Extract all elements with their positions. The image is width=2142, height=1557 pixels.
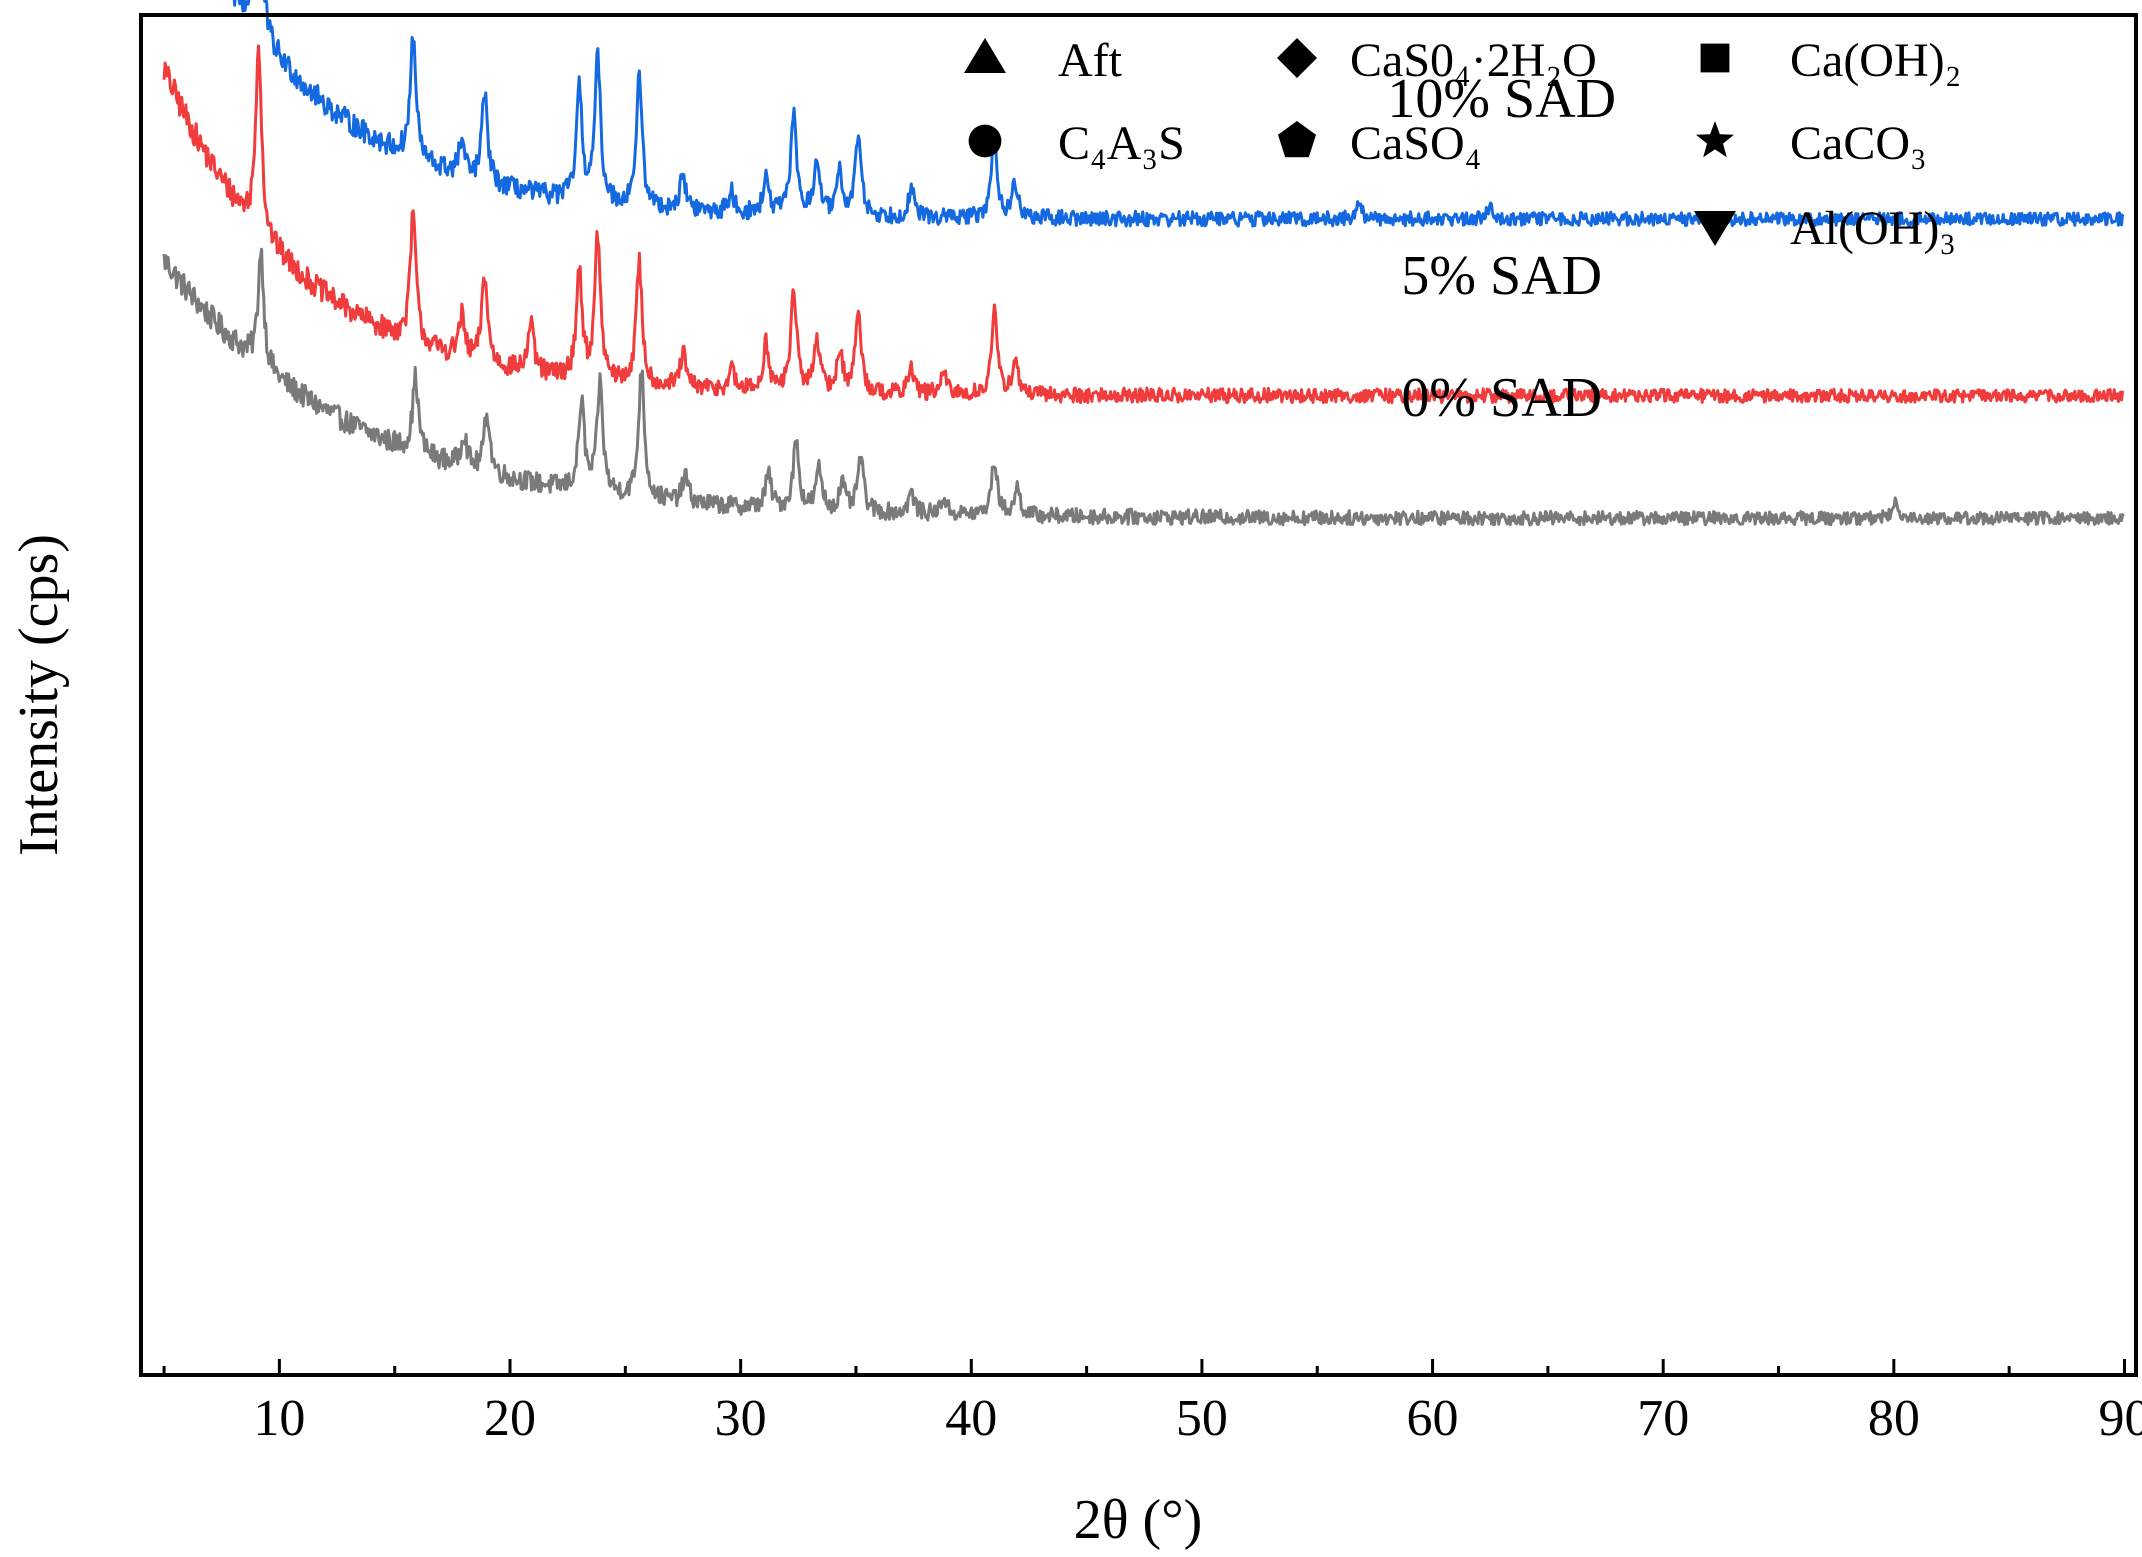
legend-label: Ca(OH)₂ (1790, 34, 1961, 87)
legend: Aft CaS0₄·2H₂O Ca(OH)₂ C₄A₃S CaSO₄ CaCO₃ Al(OH… (964, 34, 1961, 255)
series-label-0pct-sad: 0% SAD (1401, 367, 1602, 429)
x-tick-label: 60 (1407, 1390, 1459, 1447)
legend-marker-pentagon (1278, 121, 1316, 158)
series-line-0pct-sad (162, 247, 2125, 527)
y-axis-label: Intensity (cps) (8, 534, 70, 856)
series-label-5pct-sad: 5% SAD (1401, 245, 1602, 307)
legend-marker-diamond (1277, 38, 1317, 78)
legend-label: Al(OH)₃ (1790, 202, 1956, 255)
x-tick-label: 20 (484, 1390, 536, 1447)
x-tick-label: 40 (945, 1390, 997, 1447)
legend-label: CaCO₃ (1790, 117, 1927, 170)
plot-frame (139, 13, 2138, 1377)
series-line-5pct-sad (162, 44, 2125, 405)
legend-marker-square (1700, 43, 1730, 73)
x-tick-label: 30 (715, 1390, 767, 1447)
legend-marker-circle (968, 124, 1002, 158)
x-tick-label: 50 (1176, 1390, 1228, 1447)
series-layer (162, 0, 2125, 527)
legend-label: Aft (1058, 34, 1123, 87)
legend-marker-triangle-up (964, 38, 1006, 73)
legend-label: CaSO₄ (1350, 117, 1481, 170)
legend-label: C₄A₃S (1058, 117, 1185, 170)
x-axis-ticks: 10 20 30 40 50 60 70 80 90 (162, 1359, 2142, 1447)
series-line-10pct-sad (232, 0, 2125, 228)
x-tick-label: 70 (1637, 1390, 1689, 1447)
series-label-10pct-sad: 10% SAD (1387, 68, 1616, 130)
x-axis-label: 2θ (°) (1074, 1489, 1203, 1551)
x-tick-label: 80 (1868, 1390, 1920, 1447)
x-tick-label: 90 (2098, 1390, 2142, 1447)
legend-marker-star (1696, 121, 1734, 158)
legend-label: CaS0₄·2H₂O (1350, 34, 1597, 87)
legend-marker-triangle-down (1694, 211, 1736, 246)
x-tick-label: 10 (253, 1390, 305, 1447)
